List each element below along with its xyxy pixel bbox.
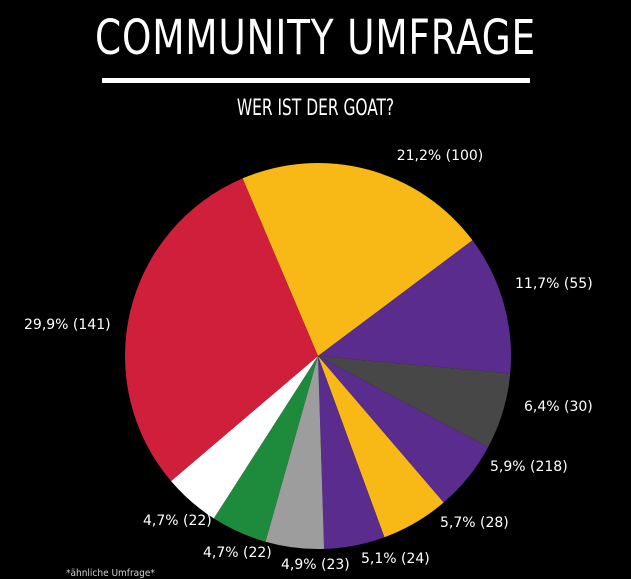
slice-label-6: 5,1% (24) [361, 551, 430, 567]
slice-label-9: 4,7% (22) [143, 513, 212, 529]
slice-label-1: 21,2% (100) [397, 148, 484, 164]
slice-label-7: 4,9% (23) [281, 557, 350, 573]
pie-slice-2 [318, 240, 512, 374]
caption: *ähnliche Umfrage* [66, 568, 155, 579]
pie-slice-7 [265, 356, 325, 550]
slice-label-2: 11,7% (55) [515, 276, 593, 292]
pie-slice-10 [125, 178, 318, 482]
chart-subtitle: WER IST DER GOAT? [236, 96, 395, 121]
title-block: COMMUNITY UMFRAGE [0, 6, 631, 70]
slice-label-3: 6,4% (30) [524, 399, 593, 415]
pie-slice-1 [242, 163, 473, 356]
slice-label-8: 4,7% (22) [203, 545, 272, 561]
chart-title: COMMUNITY UMFRAGE [95, 10, 536, 66]
slice-label-4: 5,9% (218) [490, 459, 568, 475]
pie-slice-6 [318, 356, 385, 549]
pie-slice-5 [318, 356, 444, 538]
slice-label-10: 29,9% (141) [24, 317, 111, 333]
pie-slice-3 [318, 356, 511, 448]
pie-slice-9 [171, 356, 318, 519]
pie-slice-8 [213, 356, 318, 542]
slice-label-5: 5,7% (28) [440, 515, 509, 531]
pie-slice-4 [318, 356, 489, 503]
title-underline [102, 78, 530, 83]
